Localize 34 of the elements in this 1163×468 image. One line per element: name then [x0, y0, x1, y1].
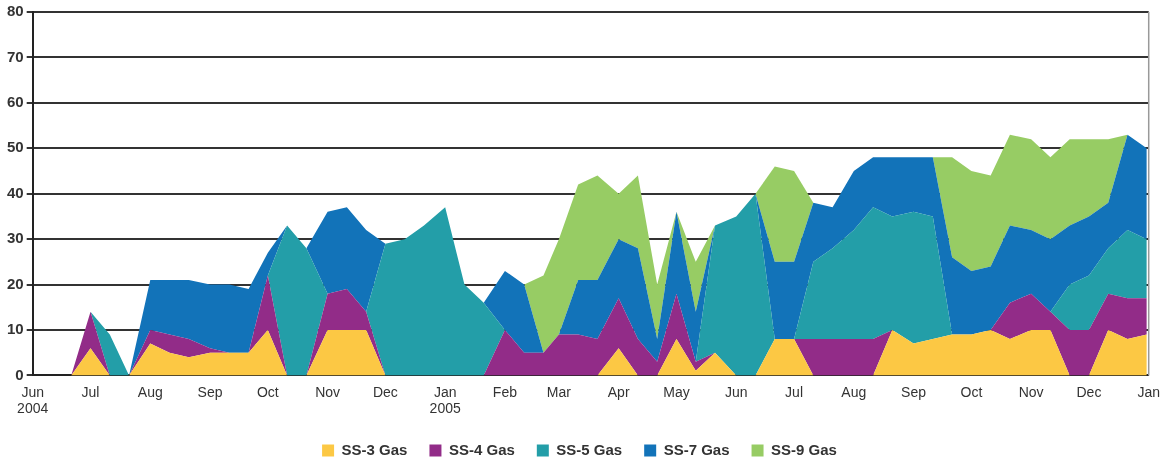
- x-tick-label: Nov: [1018, 383, 1044, 400]
- x-tick-label: Nov: [315, 383, 341, 400]
- x-tick-label: Aug: [137, 383, 163, 400]
- y-tick-label: 70: [7, 47, 24, 65]
- legend-label: SS-4 Gas: [448, 440, 515, 458]
- x-tick-label: May: [663, 383, 690, 400]
- legend-label: SS-9 Gas: [771, 440, 837, 458]
- x-tick-label: Jun: [724, 383, 748, 400]
- legend-label: SS-5 Gas: [556, 440, 623, 458]
- x-tick-label: Jun 2004: [17, 383, 49, 417]
- y-tick-label: 20: [7, 274, 24, 292]
- x-tick-label: Aug: [841, 383, 867, 400]
- y-tick-label: 0: [15, 365, 24, 383]
- y-tick-label: 80: [7, 2, 24, 20]
- x-tick-label: Oct: [256, 383, 279, 400]
- x-tick-label: Feb: [492, 383, 518, 400]
- x-tick-label: Dec: [1076, 383, 1102, 400]
- x-tick-label: Mar: [546, 383, 572, 400]
- y-tick-label: 40: [7, 183, 24, 201]
- legend-label: SS-7 Gas: [663, 440, 730, 458]
- x-tick-label: Dec: [372, 383, 398, 400]
- y-tick-label: 60: [7, 92, 24, 110]
- legend-label: SS-3 Gas: [341, 440, 408, 458]
- x-tick-label: Apr: [607, 383, 630, 400]
- x-tick-label: Jul: [785, 383, 803, 400]
- x-tick-label: Oct: [960, 383, 983, 400]
- y-tick-label: 10: [7, 320, 24, 338]
- y-tick-label: 30: [7, 229, 24, 247]
- x-tick-label: Sep: [901, 383, 927, 400]
- x-tick-label: Jan 2005: [429, 383, 461, 417]
- x-tick-label: Jan: [1137, 383, 1160, 400]
- x-tick-label: Sep: [197, 383, 223, 400]
- y-tick-label: 50: [7, 138, 24, 156]
- x-tick-label: Jul: [81, 383, 100, 400]
